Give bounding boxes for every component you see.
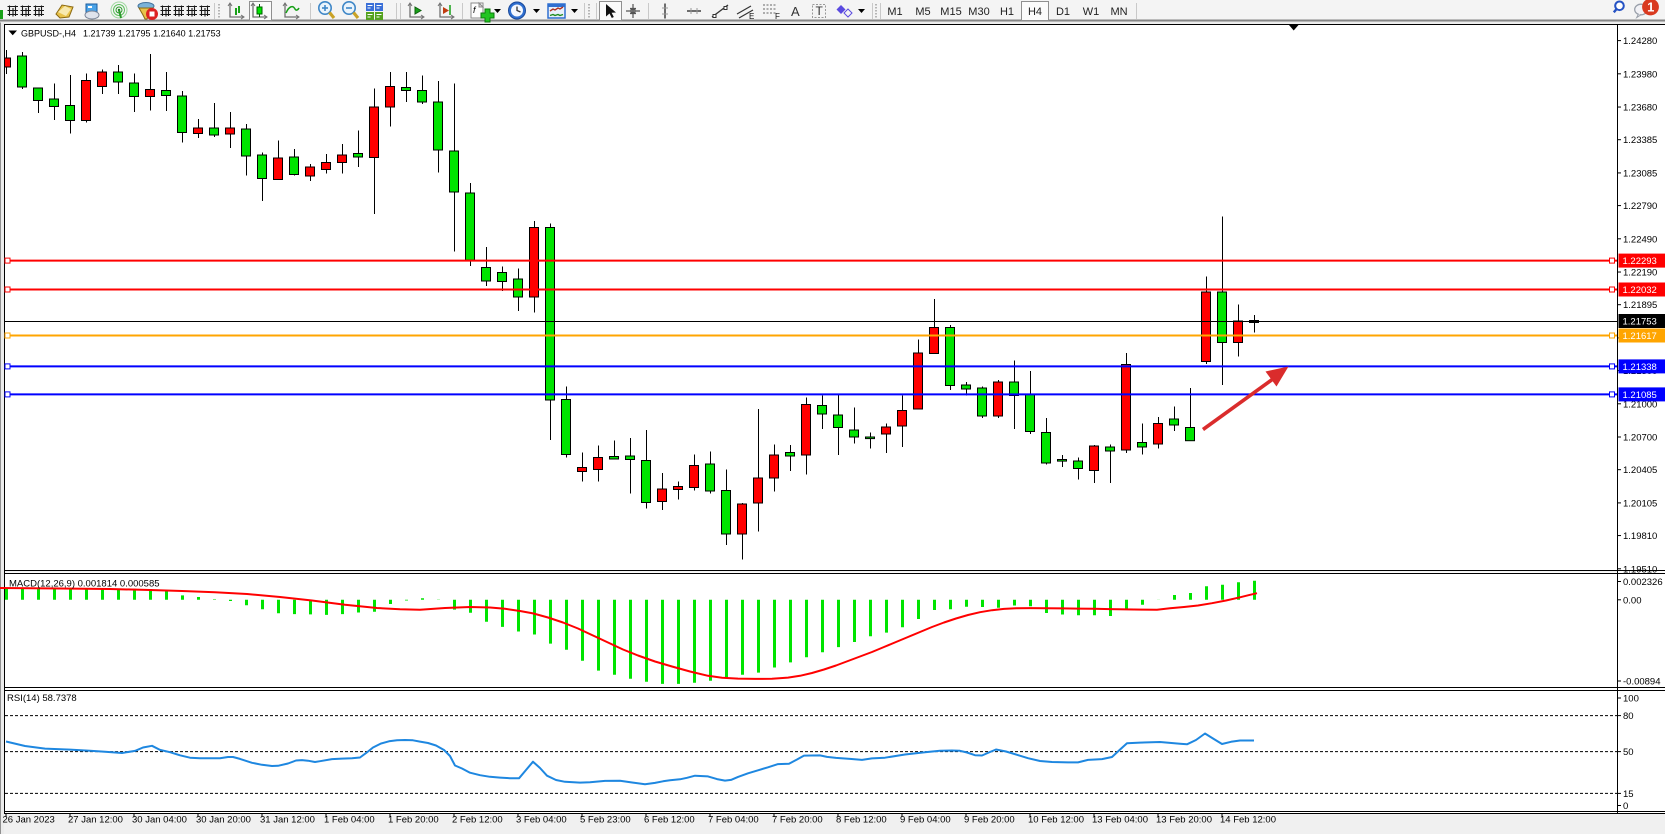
svg-text:GBPUSD-,H4: GBPUSD-,H4: [21, 29, 76, 39]
svg-text:1.21338: 1.21338: [1623, 362, 1657, 373]
svg-text:1.23385: 1.23385: [1623, 135, 1657, 146]
svg-text:80: 80: [1623, 711, 1634, 722]
svg-text:15: 15: [1623, 789, 1634, 800]
svg-text:0.00: 0.00: [1623, 595, 1642, 606]
svg-text:31 Jan 12:00: 31 Jan 12:00: [260, 815, 315, 826]
svg-text:1.21617: 1.21617: [1623, 331, 1657, 342]
svg-text:A: A: [791, 4, 800, 19]
svg-text:1.23980: 1.23980: [1623, 69, 1657, 80]
svg-text:5 Feb 23:00: 5 Feb 23:00: [580, 815, 631, 826]
svg-text:1.19510: 1.19510: [1623, 564, 1657, 575]
svg-text:1 Feb 04:00: 1 Feb 04:00: [324, 815, 375, 826]
svg-text:E: E: [749, 12, 754, 21]
svg-text:3 Feb 04:00: 3 Feb 04:00: [516, 815, 567, 826]
svg-text:H4: H4: [1028, 6, 1042, 18]
svg-text:0: 0: [1623, 801, 1628, 812]
svg-text:13 Feb 20:00: 13 Feb 20:00: [1156, 815, 1212, 826]
svg-text:M30: M30: [968, 6, 989, 18]
svg-text:RSI(14) 58.7378: RSI(14) 58.7378: [7, 693, 77, 704]
svg-text:9 Feb 20:00: 9 Feb 20:00: [964, 815, 1015, 826]
svg-text:9 Feb 04:00: 9 Feb 04:00: [900, 815, 951, 826]
svg-text:1.20105: 1.20105: [1623, 498, 1657, 509]
svg-text:2 Feb 12:00: 2 Feb 12:00: [452, 815, 503, 826]
svg-text:1.19810: 1.19810: [1623, 531, 1657, 542]
svg-text:M5: M5: [915, 6, 930, 18]
svg-text:6 Feb 12:00: 6 Feb 12:00: [644, 815, 695, 826]
svg-text:14 Feb 12:00: 14 Feb 12:00: [1220, 815, 1276, 826]
svg-text:1.22190: 1.22190: [1623, 268, 1657, 279]
svg-text:30 Jan 04:00: 30 Jan 04:00: [132, 815, 187, 826]
svg-text:1 Feb 20:00: 1 Feb 20:00: [388, 815, 439, 826]
svg-text:F: F: [775, 12, 780, 21]
svg-text:1.23085: 1.23085: [1623, 168, 1657, 179]
svg-text:1.21753: 1.21753: [1623, 317, 1657, 328]
svg-text:H1: H1: [1000, 6, 1014, 18]
svg-text:1.22490: 1.22490: [1623, 234, 1657, 245]
svg-text:M15: M15: [940, 6, 961, 18]
svg-text:26 Jan 2023: 26 Jan 2023: [3, 815, 55, 826]
svg-text:M1: M1: [887, 6, 902, 18]
svg-text:D1: D1: [1056, 6, 1070, 18]
svg-text:8 Feb 12:00: 8 Feb 12:00: [836, 815, 887, 826]
svg-text:1.21895: 1.21895: [1623, 300, 1657, 311]
svg-text:1.24280: 1.24280: [1623, 36, 1657, 47]
svg-text:1.23680: 1.23680: [1623, 103, 1657, 114]
svg-text:MN: MN: [1110, 6, 1127, 18]
svg-text:1.20700: 1.20700: [1623, 433, 1657, 444]
svg-text:1.21085: 1.21085: [1623, 390, 1657, 401]
svg-text:1.20405: 1.20405: [1623, 465, 1657, 476]
svg-text:30 Jan 20:00: 30 Jan 20:00: [196, 815, 251, 826]
svg-text:-0.00894: -0.00894: [1623, 677, 1661, 688]
svg-text:1.21000: 1.21000: [1623, 399, 1657, 410]
svg-text:W1: W1: [1083, 6, 1100, 18]
svg-text:7 Feb 04:00: 7 Feb 04:00: [708, 815, 759, 826]
svg-text:f: f: [473, 5, 477, 15]
svg-text:0.002326: 0.002326: [1623, 577, 1663, 588]
svg-text:1.21739 1.21795 1.21640 1.2175: 1.21739 1.21795 1.21640 1.21753: [83, 29, 221, 39]
svg-text:7 Feb 20:00: 7 Feb 20:00: [772, 815, 823, 826]
svg-text:1.22293: 1.22293: [1623, 256, 1657, 267]
svg-text:MACD(12,26,9) 0.001814 0.00058: MACD(12,26,9) 0.001814 0.000585: [9, 579, 160, 590]
svg-text:T: T: [816, 4, 824, 18]
svg-text:1.22790: 1.22790: [1623, 201, 1657, 212]
svg-text:1: 1: [1647, 0, 1654, 15]
svg-text:27 Jan 12:00: 27 Jan 12:00: [68, 815, 123, 826]
svg-text:10 Feb 12:00: 10 Feb 12:00: [1028, 815, 1084, 826]
svg-text:1.22032: 1.22032: [1623, 285, 1657, 296]
svg-text:100: 100: [1623, 694, 1639, 705]
svg-text:13 Feb 04:00: 13 Feb 04:00: [1092, 815, 1148, 826]
svg-text:50: 50: [1623, 747, 1634, 758]
